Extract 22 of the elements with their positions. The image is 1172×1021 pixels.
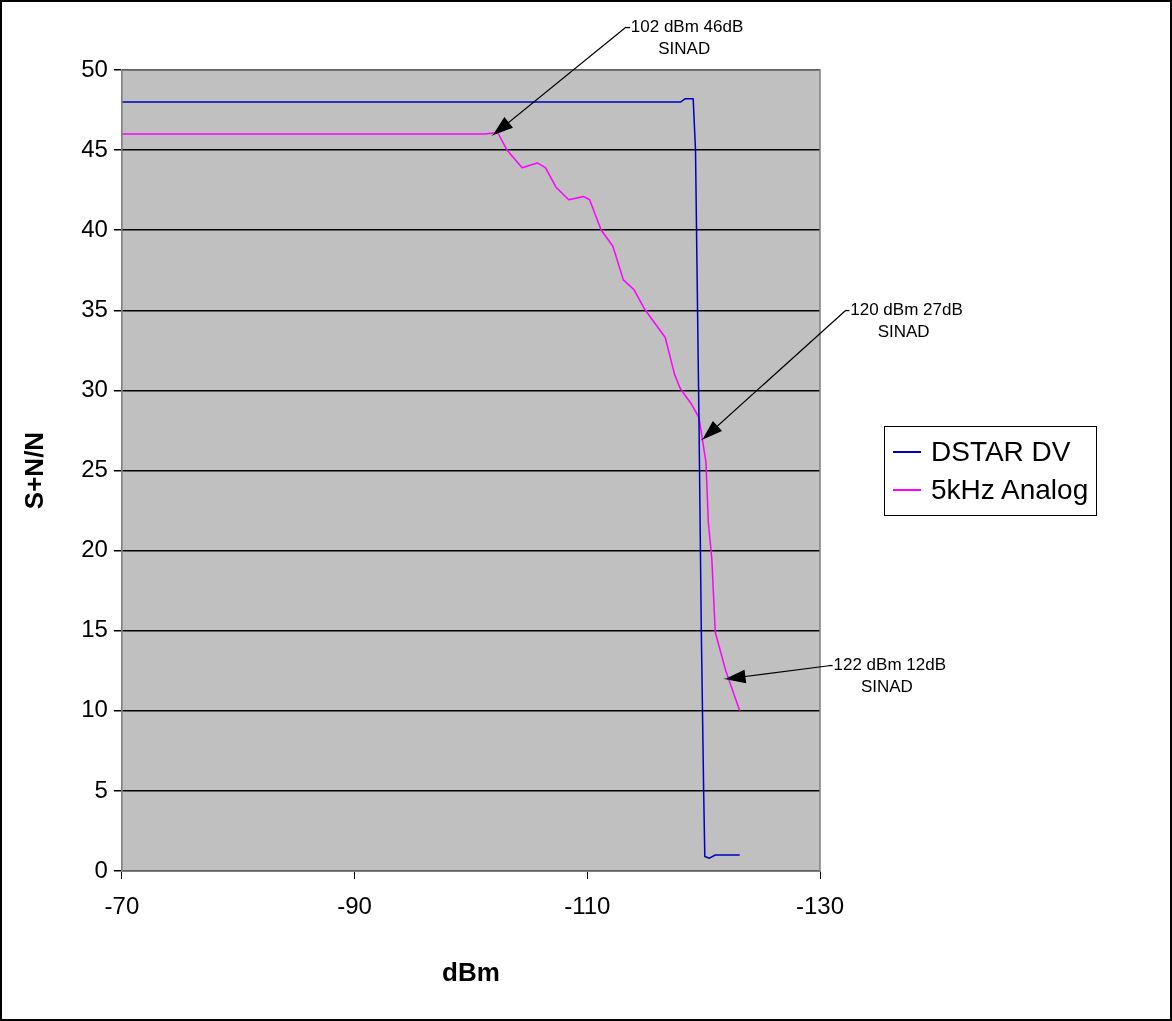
legend-label: 5kHz Analog xyxy=(931,472,1089,507)
legend-label: DSTAR DV xyxy=(931,434,1071,469)
y-tick-label: 20 xyxy=(81,535,108,563)
y-tick-label: 0 xyxy=(94,855,108,883)
y-tick-label: 25 xyxy=(81,455,108,483)
y-axis-title: S+N/N xyxy=(18,431,49,510)
annotation: -122 dBm 12dB SINAD xyxy=(827,655,946,697)
y-tick-label: 5 xyxy=(94,775,108,803)
x-tick-label: -110 xyxy=(564,892,611,920)
y-tick-label: 15 xyxy=(81,615,108,643)
x-tick-label: -130 xyxy=(795,892,845,920)
y-tick-label: 40 xyxy=(81,214,108,242)
annotation: -120 dBm 27dB SINAD xyxy=(844,300,963,342)
y-tick-label: 35 xyxy=(81,294,108,322)
y-tick-label: 10 xyxy=(81,695,108,723)
x-tick-label: -70 xyxy=(104,892,140,920)
x-tick-label: -90 xyxy=(337,892,372,920)
annotation: -102 dBm 46dB SINAD xyxy=(625,16,744,58)
y-tick-label: 45 xyxy=(81,134,108,162)
y-tick-label: 30 xyxy=(81,375,108,403)
y-tick-label: 50 xyxy=(81,54,108,82)
x-axis-title: dBm xyxy=(442,956,500,987)
